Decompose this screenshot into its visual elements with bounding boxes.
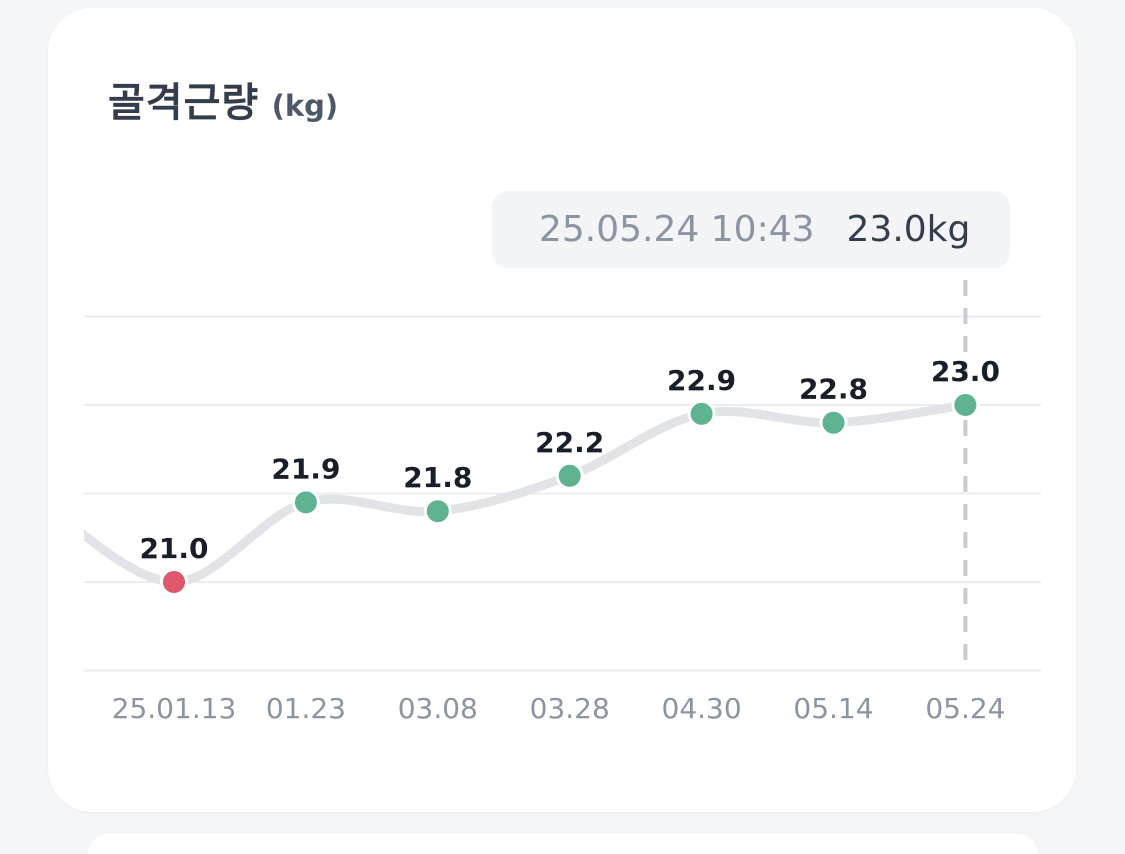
card-title-unit: (kg) [271,89,339,123]
data-point-25.01.13[interactable] [160,568,188,596]
data-point-05.24[interactable] [951,391,980,419]
selected-point-tooltip: 25.05.24 10:43 23.0kg [492,191,1010,268]
data-point-01.23[interactable] [291,488,320,517]
tooltip-datetime: 25.05.24 10:43 [539,209,815,250]
card-title-text: 골격근량 [108,80,260,126]
data-point-05.14[interactable] [819,408,848,437]
tooltip-value: 23.0kg [846,209,971,250]
next-card-edge [88,834,1038,854]
data-point-03.28[interactable] [555,461,584,490]
skeletal-muscle-card: 골격근량 (kg) 25.05.24 10:43 23.0kg [48,8,1076,812]
data-point-04.30[interactable] [687,399,716,428]
card-title: 골격근량 (kg) [108,70,338,128]
data-point-03.08[interactable] [423,497,452,526]
